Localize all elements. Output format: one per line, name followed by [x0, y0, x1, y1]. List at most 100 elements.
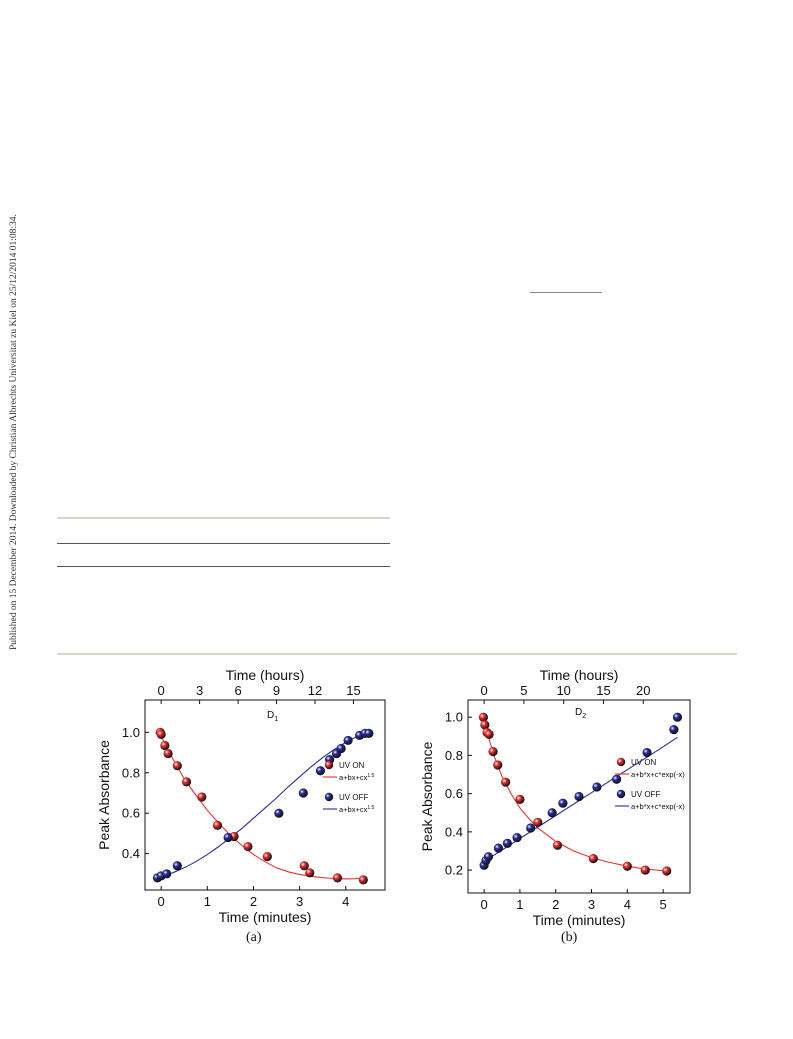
x-tick-label: 4 [624, 897, 631, 912]
caption-a: (a) [246, 930, 262, 945]
data-point [243, 841, 253, 852]
plot-frame [467, 699, 691, 894]
legend-series-name: UV ON [631, 758, 657, 767]
y-tick-label: 0.4 [122, 846, 140, 861]
data-point [515, 794, 525, 804]
data-point [672, 712, 683, 722]
data-point [642, 747, 652, 758]
legend-fit-label: a+b*x+c*exp(-x) [631, 770, 685, 779]
x2-axis-label: Time (hours) [226, 667, 305, 683]
data-point [364, 728, 374, 738]
x-tick-label: 1 [516, 897, 523, 912]
data-point [480, 720, 490, 730]
data-point [622, 861, 632, 871]
data-point [332, 873, 343, 883]
legend-fit-label: a+b*x+c*exp(-x) [631, 802, 685, 811]
data-point [305, 868, 315, 878]
x2-tick-label: 12 [308, 683, 322, 698]
data-point [493, 843, 504, 853]
plot-frame [144, 699, 386, 891]
data-point [592, 782, 602, 792]
x-tick-label: 0 [158, 894, 165, 909]
data-point [478, 712, 488, 722]
y-tick-label: 1.0 [445, 710, 463, 725]
data-point [336, 743, 346, 754]
y-tick-label: 0.4 [445, 824, 463, 839]
legend-marker [616, 757, 626, 767]
data-point [162, 869, 172, 879]
legend-marker [324, 792, 334, 802]
x2-tick-label: 10 [556, 683, 570, 698]
data-point [493, 760, 503, 770]
panel-label: D2 [575, 707, 586, 720]
y-axis-label: Peak Absorbance [96, 740, 112, 850]
data-point [640, 865, 650, 875]
data-point [172, 761, 182, 771]
table-top-rule [57, 517, 390, 519]
legend-fit-label: a+bx+cx1.5 [339, 773, 375, 782]
panel-label-subscript: 2 [582, 713, 586, 720]
y-tick-label: 0.6 [445, 786, 463, 801]
data-point [484, 729, 494, 739]
data-point [533, 817, 543, 827]
data-point [488, 746, 498, 757]
x2-tick-label: 0 [480, 683, 487, 698]
data-point [163, 748, 173, 759]
figure-separator-rule [57, 653, 737, 655]
y-tick-label: 0.8 [122, 765, 140, 780]
chart-b-absorbance: 0 1 2 3 4 5 0 5 10 15 20 0.2 0.4 0.6 0.8 1.0 Time (minut… [419, 667, 691, 928]
x-axis-label: Time (minutes) [533, 912, 626, 928]
fit-line [157, 731, 369, 879]
data-point [156, 729, 166, 739]
x-tick-label: 5 [660, 897, 667, 912]
data-point [669, 725, 679, 735]
x2-tick-label: 6 [234, 683, 241, 698]
x-tick-label: 2 [250, 894, 257, 909]
data-point [160, 740, 170, 751]
data-point [547, 808, 557, 818]
download-notice: Published on 15 December 2014. Downloade… [9, 214, 19, 650]
table-bottom-rule [57, 566, 390, 567]
data-point [662, 866, 672, 876]
y-tick-label: 1.0 [122, 725, 140, 740]
panel-label-subscript: 1 [274, 716, 278, 723]
legend-fit-label: a+bx+cx1.5 [339, 805, 375, 814]
x-tick-label: 3 [588, 897, 595, 912]
legend-marker [616, 789, 626, 799]
data-point [315, 766, 325, 776]
legend-series-name: UV OFF [339, 793, 368, 802]
x-axis-label: Time (minutes) [219, 909, 312, 925]
caption-b: (b) [561, 930, 578, 945]
data-point [526, 823, 536, 833]
data-point [512, 832, 522, 843]
data-point [343, 735, 353, 746]
data-point [172, 861, 182, 871]
data-point [588, 854, 598, 864]
data-point [299, 861, 309, 871]
x-tick-label: 3 [296, 894, 303, 909]
data-point [358, 875, 368, 885]
data-point [500, 777, 511, 787]
x-tick-label: 4 [342, 894, 349, 909]
data-point [483, 852, 494, 862]
data-point [298, 788, 308, 798]
data-point [558, 798, 568, 808]
data-point [212, 820, 223, 830]
data-point [502, 838, 512, 848]
x2-tick-label: 0 [158, 683, 165, 698]
x2-tick-label: 9 [273, 683, 280, 698]
x2-tick-label: 15 [596, 683, 610, 698]
y-tick-label: 0.2 [445, 863, 463, 878]
legend-fit-exponent: 1.5 [367, 805, 374, 811]
x-tick-label: 1 [204, 894, 211, 909]
legend-marker [324, 760, 334, 770]
x-tick-label: 2 [552, 897, 559, 912]
x2-tick-label: 3 [196, 683, 203, 698]
panel-label: D1 [267, 710, 278, 723]
x2-tick-label: 15 [346, 683, 360, 698]
x2-axis-label: Time (hours) [540, 667, 619, 683]
x-tick-label: 0 [480, 897, 487, 912]
legend-series-name: UV OFF [631, 790, 660, 799]
data-point [197, 792, 207, 802]
